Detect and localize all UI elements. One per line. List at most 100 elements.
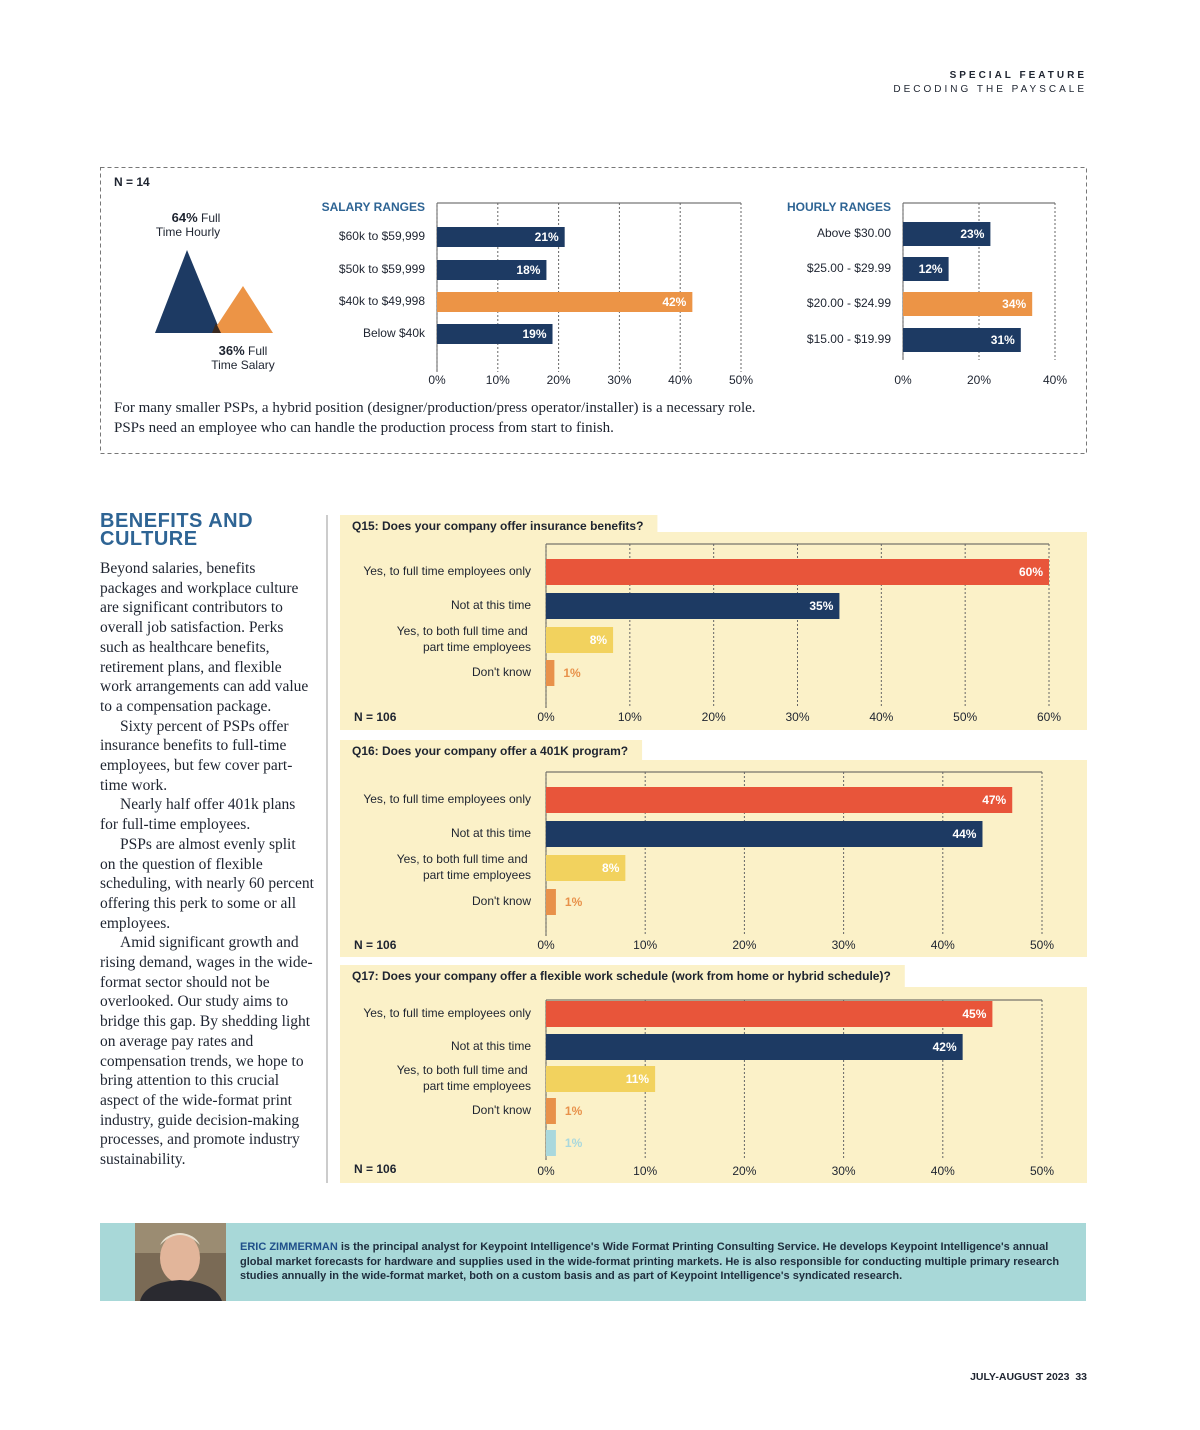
paragraph: PSPs are almost evenly split on the ques… bbox=[100, 835, 314, 932]
x-tick-label: 20% bbox=[732, 938, 756, 952]
x-tick-label: 20% bbox=[547, 373, 571, 387]
chart-title: Q16: Does your company offer a 401K prog… bbox=[352, 744, 628, 758]
x-tick-label: 0% bbox=[537, 1164, 555, 1178]
bar bbox=[903, 257, 949, 281]
bar bbox=[546, 787, 1013, 813]
category-label: Above $30.00 bbox=[817, 226, 891, 240]
category-label: Not at this time bbox=[451, 1039, 531, 1053]
category-label: Yes, to full time employees only bbox=[363, 792, 531, 806]
n-label: N = 106 bbox=[354, 1162, 397, 1176]
category-label: $20.00 - $24.99 bbox=[807, 296, 891, 310]
category-label: $25.00 - $29.99 bbox=[807, 261, 891, 275]
salary-label-2: Time Salary bbox=[211, 358, 275, 372]
value-label: 47% bbox=[982, 793, 1006, 807]
category-label: Yes, to full time employees only bbox=[363, 564, 531, 578]
category-label: $15.00 - $19.99 bbox=[807, 332, 891, 346]
x-tick-label: 50% bbox=[1030, 1164, 1054, 1178]
triangle-overlap bbox=[212, 323, 221, 333]
paragraph: Nearly half offer 401k plans for full-ti… bbox=[100, 796, 296, 834]
x-tick-label: 10% bbox=[618, 710, 642, 724]
bar bbox=[903, 328, 1021, 352]
paragraph: Sixty percent of PSPs offer insurance be… bbox=[100, 717, 293, 794]
value-label: 1% bbox=[565, 895, 583, 909]
value-label: 44% bbox=[952, 827, 976, 841]
x-tick-label: 30% bbox=[832, 938, 856, 952]
bar bbox=[437, 260, 547, 280]
label-line: Yes, to both full time and bbox=[397, 1063, 531, 1077]
x-tick-label: 20% bbox=[967, 373, 991, 387]
page-number: 33 bbox=[1075, 1371, 1087, 1383]
hourly-triangle bbox=[155, 250, 221, 333]
category-label: Don't know bbox=[472, 1103, 531, 1117]
n-label: N = 106 bbox=[354, 938, 397, 952]
value-label: 35% bbox=[809, 599, 833, 613]
category-label: $60k to $59,999 bbox=[339, 229, 425, 243]
label-line: part time employees bbox=[423, 868, 531, 882]
x-tick-label: 40% bbox=[668, 373, 692, 387]
x-tick-label: 60% bbox=[1037, 710, 1061, 724]
bar bbox=[546, 627, 614, 653]
value-label: 45% bbox=[962, 1007, 986, 1021]
caption-line: For many smaller PSPs, a hybrid position… bbox=[114, 400, 756, 416]
kicker: SPECIAL FEATURE bbox=[949, 70, 1087, 81]
category-label: Yes, to full time employees only bbox=[363, 1006, 531, 1020]
bar bbox=[546, 1034, 963, 1060]
x-tick-label: 0% bbox=[537, 938, 555, 952]
panel-n: N = 14 bbox=[114, 175, 150, 189]
chart-title: Q17: Does your company offer a flexible … bbox=[352, 969, 891, 983]
caption-line: PSPs need an employee who can handle the… bbox=[114, 420, 614, 436]
article-heading: BENEFITS AND CULTURE bbox=[100, 510, 254, 550]
value-label: 34% bbox=[1002, 297, 1026, 311]
paragraph: Amid significant growth and rising deman… bbox=[100, 934, 313, 1169]
x-tick-label: 30% bbox=[832, 1164, 856, 1178]
x-tick-label: 40% bbox=[1043, 373, 1067, 387]
value-label: 31% bbox=[991, 333, 1015, 347]
value-label: 42% bbox=[662, 295, 686, 309]
title-tab bbox=[340, 740, 643, 762]
x-tick-label: 20% bbox=[702, 710, 726, 724]
bar bbox=[903, 222, 991, 246]
label-line: Yes, to both full time and bbox=[397, 852, 531, 866]
salary-triangle bbox=[212, 286, 273, 333]
value-label: 12% bbox=[919, 262, 943, 276]
value-label: 18% bbox=[516, 263, 540, 277]
chart-title: SALARY RANGES bbox=[322, 200, 425, 214]
article-body: Beyond salaries, benefits packages and w… bbox=[100, 559, 315, 1170]
category-label: Yes, to both full time and part time emp… bbox=[397, 1063, 531, 1093]
bar bbox=[546, 855, 626, 881]
bar bbox=[546, 1001, 993, 1027]
footer: JULY-AUGUST 2023 33 bbox=[970, 1371, 1087, 1383]
value-label: 1% bbox=[563, 666, 581, 680]
category-label: Don't know bbox=[472, 894, 531, 908]
x-tick-label: 50% bbox=[953, 710, 977, 724]
bio-photo bbox=[135, 1223, 226, 1301]
value-label: 42% bbox=[933, 1040, 957, 1054]
value-label: 23% bbox=[960, 227, 984, 241]
bio-name: ERIC ZIMMERMAN bbox=[240, 1241, 338, 1253]
paragraph: Beyond salaries, benefits packages and w… bbox=[100, 560, 309, 715]
x-tick-label: 10% bbox=[633, 938, 657, 952]
bar bbox=[903, 292, 1033, 316]
label-line: part time employees bbox=[423, 1079, 531, 1093]
panel-border bbox=[100, 167, 1087, 454]
salary-pct: 36% bbox=[219, 343, 245, 358]
category-label: Not at this time bbox=[451, 826, 531, 840]
x-tick-label: 40% bbox=[931, 1164, 955, 1178]
hourly-pct: 64% bbox=[172, 210, 198, 225]
category-label: Below $40k bbox=[363, 326, 426, 340]
x-tick-label: 50% bbox=[729, 373, 753, 387]
value-label: 8% bbox=[602, 861, 620, 875]
bar bbox=[546, 821, 983, 847]
category-label: $40k to $49,998 bbox=[339, 294, 425, 308]
value-label: 21% bbox=[535, 230, 559, 244]
x-tick-label: 30% bbox=[785, 710, 809, 724]
salary-label-1: Full bbox=[248, 344, 267, 358]
hourly-label: 64% Full bbox=[172, 210, 221, 225]
bar bbox=[546, 1098, 556, 1124]
x-tick-label: 40% bbox=[931, 938, 955, 952]
value-label: 60% bbox=[1019, 565, 1043, 579]
n-label: N = 106 bbox=[354, 710, 397, 724]
bar bbox=[546, 1066, 656, 1092]
